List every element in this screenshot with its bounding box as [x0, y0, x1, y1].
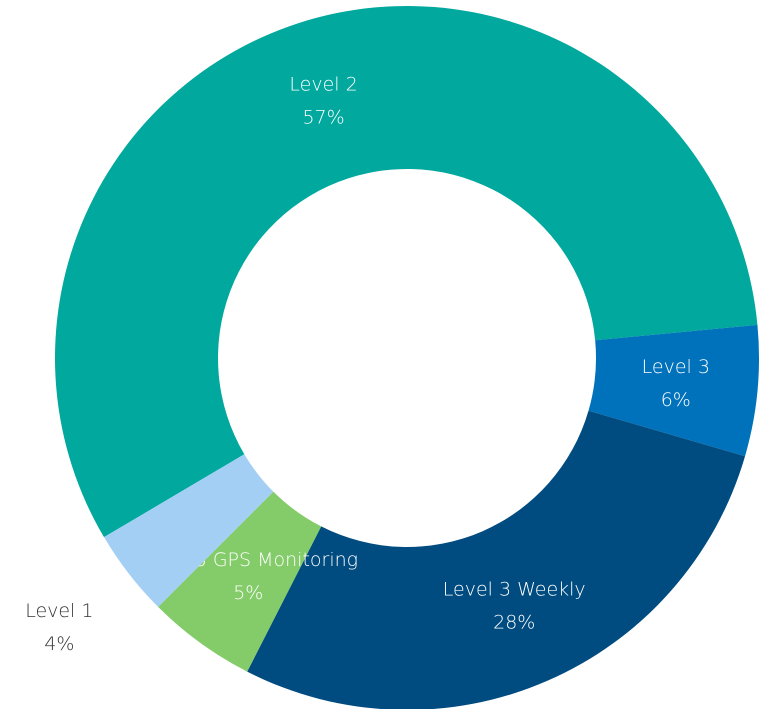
segment-label: Level 3 Weekly — [443, 578, 586, 600]
segment-value-label: 5% — [233, 582, 263, 604]
segment-label: Level 1 — [25, 600, 93, 622]
donut-segment — [55, 6, 758, 538]
donut-segment — [588, 324, 760, 457]
segment-label: Level 3 — [642, 356, 710, 378]
segment-value-label: 4% — [44, 633, 74, 655]
segment-value-label: 6% — [661, 389, 691, 411]
donut-segment — [247, 410, 746, 709]
segment-value-label: 57% — [302, 107, 344, 129]
segment-value-label: 28% — [493, 611, 535, 633]
segment-label: Level 2 — [289, 74, 357, 96]
donut-segment — [104, 454, 274, 607]
donut-segment — [158, 491, 322, 672]
